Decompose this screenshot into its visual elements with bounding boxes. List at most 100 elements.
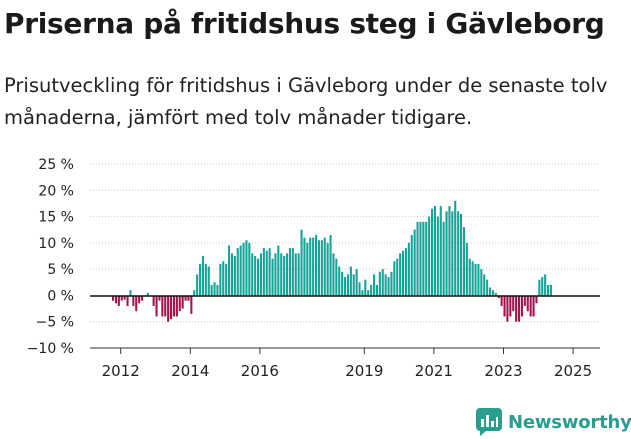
bar bbox=[460, 213, 463, 296]
bar bbox=[370, 284, 373, 296]
bar bbox=[300, 229, 303, 296]
bar bbox=[451, 211, 454, 296]
bar bbox=[172, 295, 175, 317]
bar bbox=[233, 256, 236, 296]
bar bbox=[442, 221, 445, 296]
bar bbox=[126, 295, 129, 306]
bar bbox=[407, 242, 410, 296]
bar bbox=[210, 284, 213, 296]
bar bbox=[471, 261, 474, 296]
bar bbox=[225, 263, 228, 296]
x-tick-label: 2025 bbox=[554, 362, 592, 380]
bar bbox=[309, 237, 312, 296]
bar bbox=[465, 242, 468, 296]
bar bbox=[245, 240, 248, 296]
bar bbox=[486, 279, 489, 296]
bar bbox=[254, 256, 257, 296]
bar bbox=[184, 295, 187, 301]
bar bbox=[338, 266, 341, 296]
bar bbox=[283, 256, 286, 296]
bar bbox=[141, 295, 144, 301]
bar bbox=[346, 274, 349, 296]
bar bbox=[236, 248, 239, 296]
bar bbox=[384, 274, 387, 296]
bar bbox=[549, 284, 552, 296]
bar bbox=[381, 269, 384, 296]
bar bbox=[155, 295, 158, 317]
x-tick-label: 2014 bbox=[171, 362, 209, 380]
bar bbox=[512, 295, 515, 312]
bar bbox=[291, 248, 294, 296]
x-tick-label: 2012 bbox=[102, 362, 140, 380]
bar bbox=[204, 263, 207, 296]
bar bbox=[358, 282, 361, 296]
bar bbox=[248, 242, 251, 296]
bar bbox=[190, 295, 193, 314]
bar bbox=[323, 237, 326, 296]
bar bbox=[422, 221, 425, 296]
bar bbox=[332, 253, 335, 296]
bar bbox=[431, 208, 434, 296]
bar bbox=[399, 253, 402, 296]
bar bbox=[294, 253, 297, 296]
bar-chart-logo-icon bbox=[476, 408, 502, 436]
y-tick-label: 5 % bbox=[47, 262, 74, 278]
bar bbox=[239, 245, 242, 296]
newsworthy-brand: Newsworthy bbox=[476, 408, 631, 436]
bar bbox=[114, 295, 117, 304]
bar bbox=[361, 290, 364, 296]
bar bbox=[402, 250, 405, 296]
bar bbox=[341, 271, 344, 296]
bar bbox=[306, 242, 309, 296]
x-tick-label: 2021 bbox=[415, 362, 453, 380]
bar bbox=[445, 211, 448, 296]
bar bbox=[146, 292, 149, 296]
bar bbox=[152, 295, 155, 306]
bar bbox=[489, 287, 492, 296]
bar bbox=[344, 277, 347, 296]
bar bbox=[259, 253, 262, 296]
bar bbox=[544, 274, 547, 296]
bar bbox=[326, 242, 329, 296]
bar bbox=[268, 248, 271, 296]
bar bbox=[135, 295, 138, 312]
bar bbox=[355, 269, 358, 296]
y-tick-label: 25 % bbox=[38, 157, 74, 173]
bar bbox=[317, 240, 320, 296]
chart-title: Priserna på fritidshus steg i Gävleborg bbox=[4, 7, 605, 40]
bar bbox=[503, 295, 506, 317]
bar bbox=[436, 216, 439, 296]
bar bbox=[477, 263, 480, 296]
bar bbox=[120, 295, 123, 301]
bar bbox=[271, 258, 274, 296]
bar bbox=[538, 279, 541, 296]
bar bbox=[352, 274, 355, 296]
y-tick-label: −10 % bbox=[27, 341, 74, 357]
bar bbox=[526, 295, 529, 312]
bar bbox=[428, 216, 431, 296]
bar bbox=[222, 261, 225, 296]
bar bbox=[257, 258, 260, 296]
bar bbox=[410, 234, 413, 296]
bar bbox=[518, 295, 521, 322]
bar bbox=[509, 295, 512, 317]
bar bbox=[288, 248, 291, 296]
bar bbox=[129, 290, 132, 296]
bar bbox=[219, 263, 222, 296]
bar bbox=[335, 258, 338, 296]
bar bbox=[161, 295, 164, 317]
bar bbox=[439, 206, 442, 296]
bar bbox=[303, 237, 306, 296]
bar bbox=[404, 248, 407, 296]
bar bbox=[396, 258, 399, 296]
bar bbox=[375, 284, 378, 296]
bar bbox=[242, 242, 245, 296]
bar bbox=[167, 295, 170, 322]
bar bbox=[207, 266, 210, 296]
bar bbox=[315, 234, 318, 296]
bar bbox=[138, 295, 141, 304]
bar bbox=[364, 279, 367, 296]
bar bbox=[196, 274, 199, 296]
bar bbox=[413, 229, 416, 296]
